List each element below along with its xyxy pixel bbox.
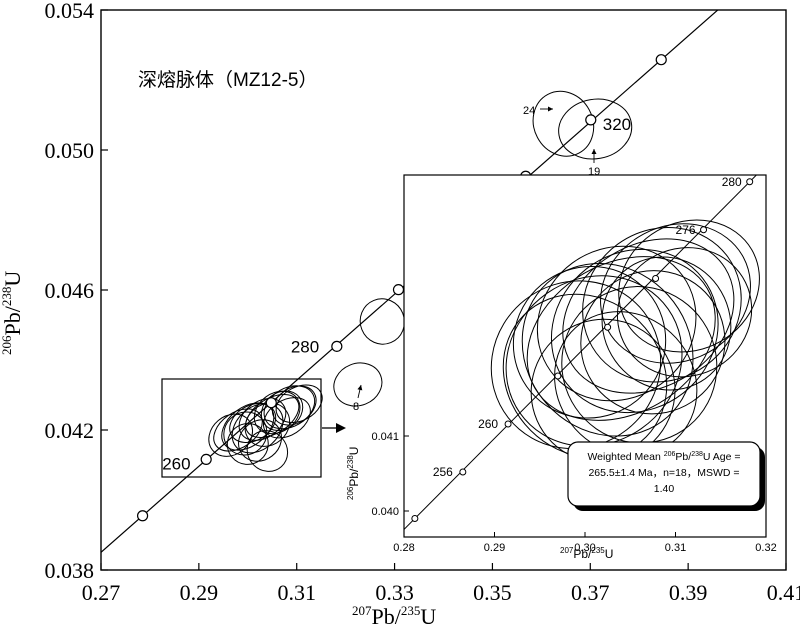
x-axis-label: 207Pb/235U [352, 603, 436, 629]
inset-error-ellipse [580, 270, 726, 415]
inset-error-ellipse [536, 245, 697, 402]
y-tick-label: 0.050 [45, 138, 95, 163]
y-tick-label: 0.054 [45, 0, 95, 23]
inset-error-ellipse [554, 311, 698, 456]
inset-age-marker [652, 275, 660, 282]
error-ellipse-outlier [359, 298, 405, 345]
inset-plot-layer: 0.28 0.29 0.30 0.31 0.32 0.040 0.041 256 260 276 2… [371, 175, 776, 554]
result-line-3: 1.40 [654, 483, 675, 495]
concordia-age-marker [331, 340, 343, 352]
x-tick-label: 0.41 [767, 580, 800, 605]
inset-y-tick-label: 0.041 [371, 431, 399, 443]
error-ellipse-outlier [532, 90, 595, 157]
inset-error-ellipse [502, 293, 668, 459]
y-tick-label: 0.042 [45, 418, 95, 443]
inset-error-ellipse [505, 275, 683, 447]
inset-age-marker [504, 420, 512, 428]
x-tick-label: 0.35 [473, 580, 512, 605]
inset-error-ellipse [550, 248, 719, 414]
inset-age-marker [411, 515, 419, 522]
inset-plot-marks [404, 175, 760, 531]
inset-y-axis-label: 206Pb/238U [346, 447, 361, 500]
inset-x-axis-label: 207Pb/235U [560, 546, 613, 561]
inset-age-label: 280 [722, 175, 742, 189]
inset-x-tick-label: 0.28 [393, 542, 414, 554]
inset-age-label: 260 [478, 417, 498, 431]
inset-error-ellipse [512, 265, 667, 419]
inset-age-marker [746, 178, 754, 186]
y-tick-label: 0.046 [45, 278, 95, 303]
concordia-age-marker [265, 397, 277, 409]
concordia-age-marker [655, 54, 667, 66]
error-ellipse [226, 423, 269, 465]
result-line-1: Weighted Mean 206Pb/238U Age = [587, 451, 740, 463]
label-pointer-head [548, 106, 553, 112]
error-ellipse-outlier [333, 362, 383, 407]
inset-y-tick-label: 0.040 [371, 506, 399, 518]
inset-error-ellipse [616, 247, 753, 378]
label-pointer-head [591, 149, 597, 154]
x-tick-label: 0.27 [82, 580, 121, 605]
x-tick-label: 0.39 [669, 580, 708, 605]
inset-concordia-curve [404, 175, 758, 531]
concordia-age-label: 260 [162, 454, 190, 473]
inset-x-tick-label: 0.32 [755, 542, 776, 554]
inset-age-label: 256 [433, 465, 453, 479]
error-ellipse [263, 397, 311, 439]
x-tick-label: 0.37 [571, 580, 610, 605]
y-tick-label: 0.038 [45, 558, 95, 583]
error-ellipse [263, 385, 316, 430]
inset-error-ellipse [490, 280, 662, 450]
error-ellipse [245, 393, 300, 439]
inset-age-marker [554, 372, 562, 380]
chart-title: 深熔脉体（MZ12-5） [138, 69, 317, 91]
inset-x-tick-label: 0.31 [665, 542, 686, 554]
concordia-age-marker [392, 284, 405, 296]
concordia-age-marker [136, 510, 149, 522]
inset-age-marker [700, 226, 708, 234]
inset-error-ellipse [526, 256, 716, 421]
error-ellipse [238, 419, 282, 462]
zoom-region-box [161, 378, 322, 478]
result-box [567, 441, 761, 507]
x-tick-label: 0.33 [375, 580, 414, 605]
inset-error-ellipse [601, 256, 732, 391]
inset-error-ellipse [582, 226, 742, 383]
concordia-age-marker [200, 453, 212, 465]
concordia-age-label: 280 [291, 337, 319, 356]
spot-label: 8 [353, 401, 359, 413]
error-ellipse-outlier [558, 98, 633, 160]
error-ellipse [229, 403, 277, 443]
y-axis-label: 206Pb/238U [0, 271, 25, 355]
inset-x-tick-label: 0.29 [484, 542, 505, 554]
inset-error-ellipse [521, 262, 694, 437]
result-line-2: 265.5±1.4 Ma，n=18，MSWD = [588, 467, 739, 479]
inset-age-marker [459, 468, 467, 476]
inset-x-tick-label: 0.30 [574, 542, 595, 554]
x-tick-label: 0.31 [277, 580, 316, 605]
label-pointer-head [357, 385, 363, 391]
inset-age-marker [604, 323, 612, 331]
concordia-age-marker [585, 114, 597, 126]
x-tick-label: 0.29 [180, 580, 219, 605]
inset-age-label: 276 [676, 223, 696, 237]
concordia-age-label: 320 [603, 115, 631, 134]
spot-label: 24 [523, 105, 535, 117]
error-ellipse [238, 398, 287, 441]
zoom-arrow-head [336, 423, 346, 433]
